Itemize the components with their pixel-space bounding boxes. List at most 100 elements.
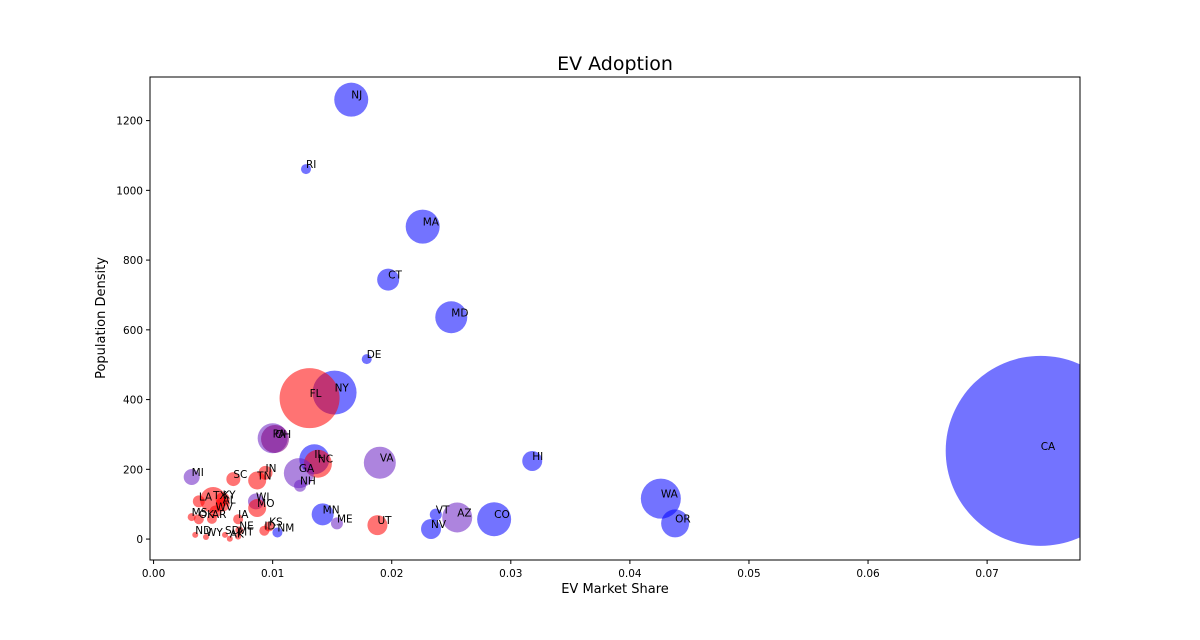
point-label-ok: OK: [199, 509, 215, 521]
chart-title: EV Adoption: [557, 53, 673, 75]
scatter-point-in: [258, 465, 273, 480]
x-tick-label: 0.03: [499, 568, 522, 580]
point-label-oh: OH: [275, 429, 291, 441]
scatter-point-va: [363, 446, 396, 479]
point-label-nh: NH: [300, 476, 316, 488]
point-label-mi: MI: [192, 467, 204, 479]
y-tick-label: 0: [136, 534, 143, 546]
point-label-nj: NJ: [351, 90, 362, 102]
point-label-fl: FL: [310, 388, 322, 400]
x-tick-label: 0.06: [856, 568, 880, 580]
point-label-ga: GA: [299, 463, 315, 475]
point-label-il: IL: [314, 449, 323, 461]
scatter-point-mo: [248, 499, 267, 518]
scatter-point-md: [435, 301, 468, 334]
scatter-point-ca: [945, 355, 1080, 546]
scatter-point-or: [661, 509, 690, 538]
point-label-sd: SD: [225, 525, 240, 537]
scatter-point-nm: [272, 527, 283, 538]
scatter-point-oh: [261, 424, 290, 453]
point-label-wi: WI: [256, 491, 269, 503]
point-label-nv: NV: [431, 519, 447, 531]
x-tick-label: 0.02: [380, 568, 403, 580]
point-label-mn: MN: [323, 504, 340, 516]
y-axis-ticks: 0 200 400 600 800 1000 1200: [116, 116, 150, 546]
point-label-ca: CA: [1041, 441, 1056, 453]
scatter-point-ks: [264, 521, 275, 532]
scatter-point-nh: [294, 479, 307, 492]
point-label-md: MD: [451, 307, 468, 319]
point-label-or: OR: [675, 513, 691, 525]
point-label-ak: AK: [230, 529, 245, 541]
point-label-al: AL: [223, 495, 236, 507]
y-axis-label: Population Density: [94, 257, 109, 379]
x-tick-label: 0.01: [261, 568, 284, 580]
y-tick-label: 400: [123, 395, 143, 407]
point-label-wa: WA: [661, 489, 679, 501]
y-tick-label: 1200: [116, 116, 143, 128]
point-label-sc: SC: [233, 469, 247, 481]
scatter-point-ia: [233, 514, 244, 525]
point-label-ar: AR: [212, 509, 226, 521]
scatter-point-mn: [311, 503, 334, 526]
scatter-point-ok: [193, 514, 204, 525]
point-label-vt: VT: [436, 505, 450, 517]
y-tick-label: 600: [123, 325, 143, 337]
scatter-point-sc: [226, 472, 241, 487]
point-label-ri: RI: [306, 159, 316, 171]
point-label-in: IN: [266, 463, 277, 475]
point-label-mt: MT: [238, 527, 254, 539]
point-label-hi: HI: [532, 451, 543, 463]
scatter-point-sd: [222, 531, 229, 538]
point-label-va: VA: [380, 453, 395, 465]
point-label-ky: KY: [223, 489, 237, 501]
scatter-point-nv: [421, 518, 442, 539]
point-label-wy: WY: [206, 527, 223, 539]
point-label-de: DE: [367, 349, 382, 361]
point-label-ny: NY: [335, 383, 350, 395]
point-label-ut: UT: [377, 515, 392, 527]
scatter-point-ut: [367, 515, 388, 536]
scatter-point-ri: [300, 164, 311, 175]
point-label-ia: IA: [238, 509, 249, 521]
x-axis-label: EV Market Share: [561, 582, 669, 597]
scatter-point-ar: [206, 513, 217, 524]
y-tick-label: 1000: [116, 185, 143, 197]
scatter-point-co: [477, 502, 512, 537]
scatter-point-mt: [235, 533, 242, 540]
plot-frame: [149, 76, 1081, 561]
scatter-point-vt: [429, 508, 442, 521]
scatter-point-wa: [640, 478, 681, 519]
point-label-me: ME: [337, 513, 353, 525]
point-label-pa: PA: [273, 428, 287, 440]
point-label-wv: WV: [215, 502, 233, 514]
point-label-nm: NM: [277, 522, 294, 534]
x-tick-label: 0.00: [142, 568, 165, 580]
point-label-ma: MA: [423, 217, 440, 229]
scatter-point-ms: [187, 513, 196, 522]
scatter-point-hi: [522, 450, 543, 471]
point-label-co: CO: [494, 509, 510, 521]
scatter-point-fl: [279, 368, 340, 429]
points-layer: [183, 82, 1080, 546]
point-label-ms: MS: [192, 507, 208, 519]
scatter-point-nj: [334, 82, 369, 117]
scatter-point-ga: [283, 458, 314, 489]
x-axis-ticks: 0.00 0.01 0.02 0.03 0.04 0.05 0.06 0.07: [142, 560, 999, 580]
scatter-point-ak: [226, 535, 233, 542]
point-label-ct: CT: [388, 270, 402, 282]
x-tick-label: 0.04: [618, 568, 642, 580]
scatter-point-mi: [183, 469, 200, 486]
point-label-tx: TX: [212, 490, 227, 502]
scatter-point-me: [330, 517, 343, 530]
point-label-mo: MO: [257, 498, 274, 510]
y-tick-label: 200: [123, 464, 143, 476]
scatter-point-ct: [377, 268, 400, 291]
point-label-nd: ND: [195, 525, 211, 537]
scatter-point-de: [361, 354, 372, 365]
point-label-ks: KS: [269, 517, 283, 529]
scatter-point-nd: [192, 531, 199, 538]
point-label-la: LA: [199, 491, 213, 503]
